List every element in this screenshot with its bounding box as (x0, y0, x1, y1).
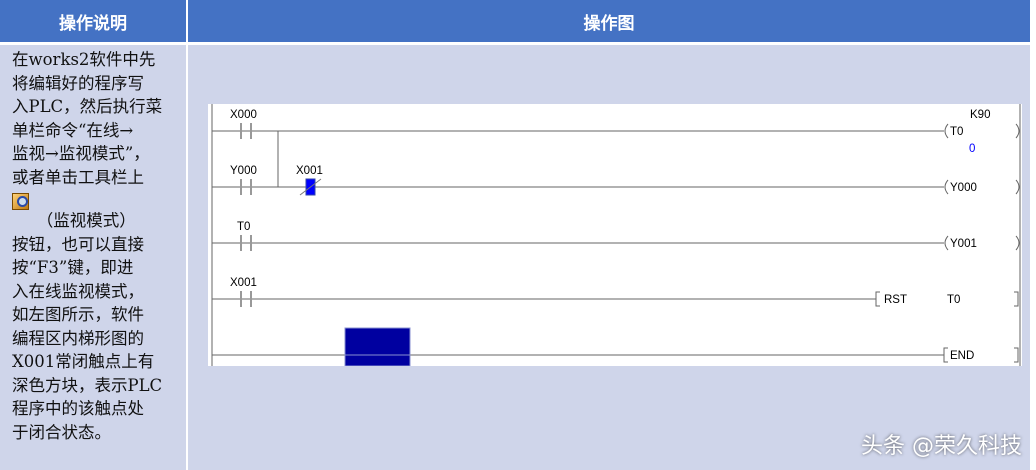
instructions-cell (0, 45, 186, 470)
contact-label: X000 (230, 109, 257, 121)
monitor-cursor-block (344, 327, 411, 367)
instructions-text: 在works2软件中先 将编辑好的程序写 入PLC，然后执行菜 单栏命令“在线→… (12, 48, 184, 444)
text-line: 程序中的该触点处 (12, 399, 144, 418)
contact-label: T0 (237, 221, 250, 233)
text-line: 按钮，也可以直接 (12, 234, 144, 254)
text-line: X001常闭触点上有 (12, 352, 155, 371)
text-line: 单栏命令“在线→ (12, 120, 134, 140)
coil-label: Y001 (950, 238, 977, 250)
text-line: 在works2软件中先 (12, 50, 156, 69)
contact-label: X001 (296, 165, 323, 177)
rst-target: T0 (947, 294, 960, 306)
ladder-diagram: X000 Y000 X001 T0 X001 K90 T0 0 Y000 Y00… (208, 104, 1022, 367)
text-line: 或者单击工具栏上 (12, 167, 144, 187)
text-line: 入PLC，然后执行菜 (12, 97, 163, 116)
header-instructions: 操作说明 (0, 0, 186, 42)
text-line: 深色方块，表示PLC (12, 375, 163, 395)
watermark: 头条 @荣久科技 (861, 434, 1022, 459)
end-instruction: END (950, 350, 974, 362)
header-diagram: 操作图 (188, 0, 1030, 42)
text-line: 编程区内梯形图的 (12, 328, 144, 348)
rst-instruction: RST (884, 294, 907, 306)
coil-label: Y000 (950, 182, 977, 194)
text-line: 入在线监视模式， (12, 281, 144, 301)
text-line: 于闭合状态。 (12, 422, 111, 442)
coil-label: T0 (950, 126, 963, 138)
text-line: 如左图所示，软件 (12, 305, 144, 324)
timer-value: 0 (969, 143, 975, 155)
contact-label: X001 (230, 277, 257, 289)
timer-setting: K90 (970, 109, 990, 121)
text-line: 按“F3”键，即进 (12, 258, 134, 277)
monitor-mode-icon (12, 193, 29, 210)
text-line: 将编辑好的程序写 (12, 73, 144, 93)
text-line: 监视→监视模式”， (12, 144, 150, 163)
divider (0, 42, 1030, 45)
contact-label: Y000 (230, 165, 257, 177)
text-line: （监视模式） (12, 211, 136, 230)
